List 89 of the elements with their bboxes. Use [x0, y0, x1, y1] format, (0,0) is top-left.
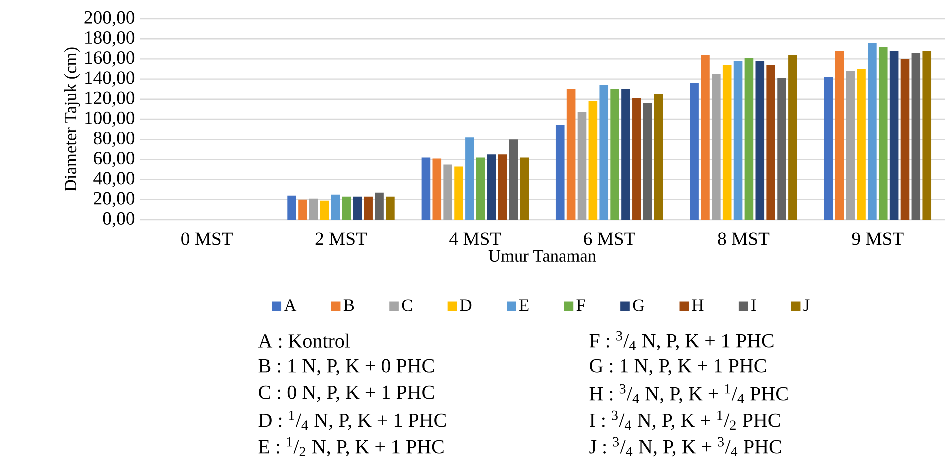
bar	[766, 65, 776, 220]
bar	[487, 154, 496, 220]
bar	[364, 196, 373, 220]
bar	[900, 59, 910, 220]
x-tick-label: 0 MST	[182, 232, 233, 246]
bar	[288, 196, 296, 220]
bar	[454, 166, 464, 220]
legend-label: F	[576, 300, 586, 312]
text: H : $^{3}$/$_{4}$ N, P, K + $^{1}$/$_{4}$ PHC	[590, 384, 788, 404]
bar	[520, 158, 530, 220]
text: F : $^{3}$/$_{4}$ N, P, K + 1 PHC	[590, 331, 774, 351]
bar	[588, 101, 598, 220]
bar	[846, 71, 855, 220]
legend-label: B	[344, 300, 354, 312]
bar	[498, 154, 508, 220]
bar	[868, 43, 877, 220]
legend-label: E	[520, 300, 529, 312]
bar	[310, 198, 318, 220]
bar	[566, 89, 576, 220]
y-tick-label: 80,00	[94, 132, 135, 148]
legend-label: A	[284, 300, 297, 312]
y-axis-title: Diameter Tajuk (cm)	[64, 48, 80, 192]
bar	[690, 83, 699, 220]
y-tick-label: 200,00	[84, 11, 135, 27]
bar	[734, 61, 743, 220]
bar	[476, 158, 486, 220]
bar	[578, 112, 587, 220]
bar	[422, 158, 431, 220]
bar	[701, 55, 710, 220]
x-axis-title: Umur Tanaman	[488, 250, 596, 262]
text: G : 1 N, P, K + 1 PHC	[590, 359, 766, 376]
bar	[342, 196, 352, 220]
y-tick-label: 0,00	[103, 212, 135, 228]
text: I : $^{3}$/$_{4}$ N, P, K + $^{1}$/$_{2}$ PHC	[590, 410, 780, 430]
bar	[712, 74, 721, 220]
bar	[756, 61, 765, 220]
text: J : $^{3}$/$_{4}$ N, P, K + $^{3}$/$_{4}$ PHC	[590, 437, 782, 457]
bar	[353, 196, 362, 220]
text: C : 0 N, P, K + 1 PHC	[259, 386, 434, 402]
bar	[444, 164, 452, 220]
x-tick-label: 4 MST	[450, 232, 502, 246]
bar	[857, 69, 866, 220]
x-tick-label: 8 MST	[718, 232, 770, 246]
bar	[643, 103, 652, 220]
y-tick-label: 140,00	[86, 72, 135, 87]
y-tick-label: 100,00	[86, 112, 135, 128]
legend-label: G	[633, 300, 645, 312]
bar	[912, 53, 921, 220]
bar	[835, 51, 844, 220]
y-tick-label: 180,00	[86, 31, 135, 47]
text: D : $^{1}$/$_{4}$ N, P, K + 1 PHC	[258, 410, 446, 430]
x-tick-label: 9 MST	[852, 232, 904, 246]
bar	[788, 55, 798, 220]
y-tick-label: 20,00	[94, 192, 135, 208]
bar	[632, 98, 642, 220]
bar	[466, 138, 474, 220]
bar	[331, 194, 340, 220]
text: A : Kontrol	[258, 334, 350, 348]
y-tick-label: 120,00	[86, 92, 135, 108]
legend-label: I	[752, 300, 756, 312]
bar	[824, 77, 834, 220]
bar	[432, 158, 442, 220]
bar	[375, 192, 384, 220]
bar	[878, 47, 888, 220]
x-tick-label: 2 MST	[316, 232, 368, 246]
bar	[610, 89, 620, 220]
bar	[509, 140, 518, 220]
bar	[320, 200, 330, 220]
text: E : $^{1}$/$_{2}$ N, P, K + 1 PHC	[258, 437, 444, 457]
bar	[386, 196, 395, 220]
y-tick-label: 60,00	[94, 152, 135, 168]
bar	[778, 78, 786, 220]
bar	[298, 200, 308, 220]
legend-label: C	[402, 300, 412, 312]
bar	[722, 65, 732, 220]
bar	[622, 89, 630, 220]
text: B : 1 N, P, K + 0 PHC	[258, 359, 434, 376]
bar	[556, 126, 565, 220]
x-tick-label: 6 MST	[584, 232, 636, 246]
legend-label: H	[692, 300, 704, 312]
bar	[744, 58, 754, 220]
legend-label: D	[460, 300, 472, 312]
legend-label: J	[804, 300, 810, 312]
bar	[654, 94, 664, 220]
y-tick-label: 160,00	[86, 52, 135, 67]
y-tick-label: 40,00	[94, 172, 135, 188]
bar	[890, 51, 899, 220]
bar	[922, 51, 932, 220]
bar	[600, 85, 609, 220]
